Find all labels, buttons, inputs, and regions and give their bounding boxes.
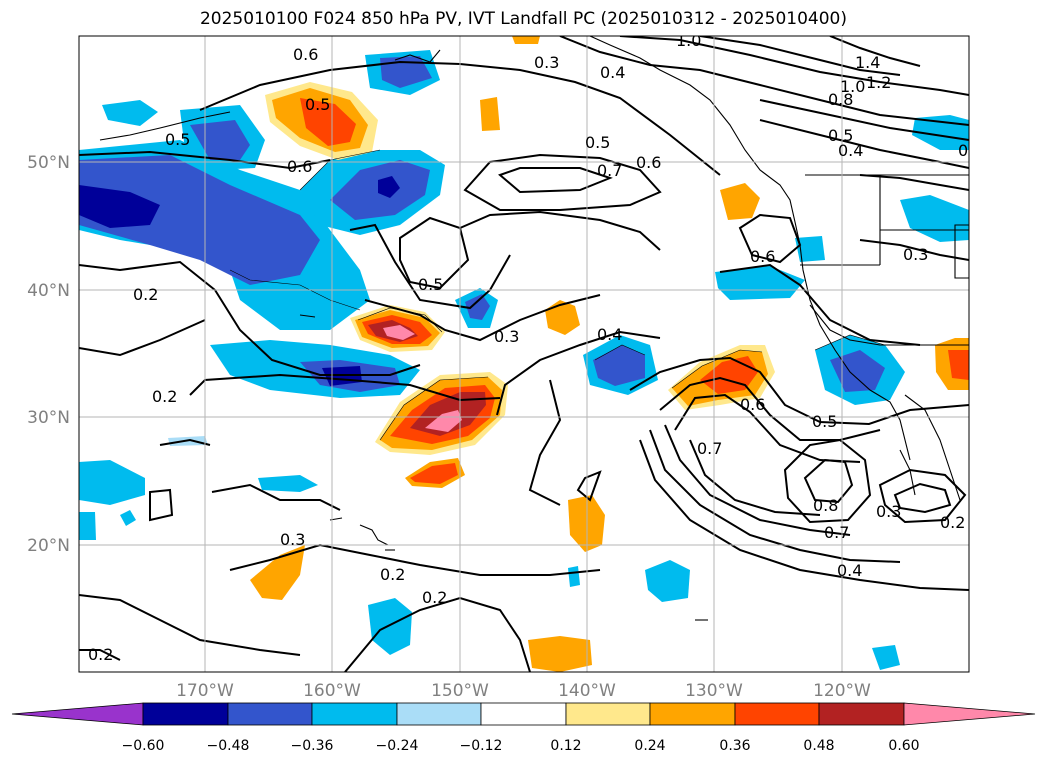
contour-label: 0.3 bbox=[280, 530, 305, 549]
colorbar-label: 0.60 bbox=[888, 738, 919, 754]
contour-label: 1.4 bbox=[855, 53, 880, 72]
lon-label: 150°W bbox=[431, 681, 489, 701]
contour-label: 0.2 bbox=[88, 645, 113, 664]
contour-label: 0.8 bbox=[828, 90, 853, 109]
contour-label: 0.2 bbox=[380, 565, 405, 584]
contour-label: 1.2 bbox=[866, 73, 891, 92]
contour-label: 0.5 bbox=[418, 275, 443, 294]
colorbar-label: 0.12 bbox=[550, 738, 581, 754]
colorbar-segment bbox=[311, 702, 398, 726]
lat-label: 50°N bbox=[27, 153, 70, 173]
contour-label: 0.7 bbox=[597, 161, 622, 180]
contour-label: 0.3 bbox=[903, 245, 928, 264]
colorbar-labels: −0.60 −0.48 −0.36 −0.24 −0.12 0.12 0.24 … bbox=[122, 738, 920, 754]
contour-label: 0.3 bbox=[494, 327, 519, 346]
contour-label: 0.8 bbox=[813, 496, 838, 515]
contour-label: 1.0 bbox=[840, 77, 865, 96]
contour-label: 0.5 bbox=[305, 95, 330, 114]
negative-pv-shading bbox=[79, 50, 969, 670]
contour-label: 0.2 bbox=[152, 387, 177, 406]
colorbar-label: 0.36 bbox=[719, 738, 750, 754]
lon-label: 140°W bbox=[558, 681, 616, 701]
colorbar-extend-high bbox=[903, 702, 1036, 726]
contour-label: 0.2 bbox=[133, 285, 158, 304]
contour-labels: 0.6 0.5 0.5 0.6 0.3 0.4 1.0 1.4 1.2 1.0 … bbox=[88, 31, 968, 664]
map-plot-area: 0.6 0.5 0.5 0.6 0.3 0.4 1.0 1.4 1.2 1.0 … bbox=[79, 31, 969, 672]
lon-label: 170°W bbox=[176, 681, 234, 701]
coastlines bbox=[99, 36, 969, 621]
lon-label: 120°W bbox=[813, 681, 871, 701]
colorbar-label: 0.48 bbox=[803, 738, 834, 754]
positive-pv-shading bbox=[250, 36, 969, 672]
contour-label: 1.0 bbox=[676, 31, 701, 50]
lat-label: 40°N bbox=[27, 281, 70, 301]
colorbar-label: −0.12 bbox=[460, 738, 503, 754]
gridlines bbox=[79, 36, 969, 672]
colorbar-segment bbox=[734, 702, 820, 726]
colorbar-segment bbox=[142, 702, 229, 726]
map-title: 2025010100 F024 850 hPa PV, IVT Landfall… bbox=[199, 9, 847, 29]
map-frame bbox=[78, 35, 970, 673]
contour-label: 0.6 bbox=[293, 45, 318, 64]
contour-label: 0.3 bbox=[534, 53, 559, 72]
pv-shading-outlines bbox=[229, 149, 886, 441]
lon-label: 160°W bbox=[303, 681, 361, 701]
contour-label: 0.5 bbox=[812, 412, 837, 431]
longitude-labels: 170°W 160°W 150°W 140°W 130°W 120°W bbox=[176, 681, 871, 701]
colorbar-segment bbox=[227, 702, 313, 726]
contour-label: 0.6 bbox=[750, 247, 775, 266]
lat-label: 30°N bbox=[27, 408, 70, 428]
colorbar bbox=[11, 702, 1036, 726]
contour-label: 0.7 bbox=[697, 439, 722, 458]
colorbar-segment bbox=[649, 702, 736, 726]
lat-label: 20°N bbox=[27, 536, 70, 556]
contour-label: 0.5 bbox=[585, 133, 610, 152]
contour-label: 0 bbox=[958, 141, 968, 160]
contour-label: 0.3 bbox=[876, 502, 901, 521]
contour-label: 0.2 bbox=[422, 588, 447, 607]
colorbar-segment bbox=[565, 702, 651, 726]
colorbar-segment bbox=[480, 702, 567, 726]
contour-label: 0.4 bbox=[837, 561, 862, 580]
contour-label: 0.5 bbox=[165, 130, 190, 149]
colorbar-segment bbox=[818, 702, 905, 726]
lon-label: 130°W bbox=[685, 681, 743, 701]
contour-label: 0.4 bbox=[600, 63, 625, 82]
contour-label: 0.6 bbox=[740, 395, 765, 414]
colorbar-label: −0.48 bbox=[207, 738, 250, 754]
contour-label: 0.7 bbox=[824, 523, 849, 542]
contour-label: 0.4 bbox=[838, 141, 863, 160]
contour-label: 0.6 bbox=[287, 157, 312, 176]
colorbar-extend-low bbox=[11, 702, 144, 726]
contour-label: 0.5 bbox=[828, 126, 853, 145]
contour-label: 0.4 bbox=[597, 325, 622, 344]
colorbar-segment bbox=[396, 702, 482, 726]
colorbar-label: −0.60 bbox=[122, 738, 165, 754]
colorbar-label: −0.36 bbox=[291, 738, 334, 754]
latitude-labels: 50°N 40°N 30°N 20°N bbox=[27, 153, 70, 556]
contour-label: 0.6 bbox=[636, 153, 661, 172]
contour-label: 0.2 bbox=[940, 513, 965, 532]
colorbar-label: −0.24 bbox=[376, 738, 419, 754]
colorbar-label: 0.24 bbox=[634, 738, 665, 754]
